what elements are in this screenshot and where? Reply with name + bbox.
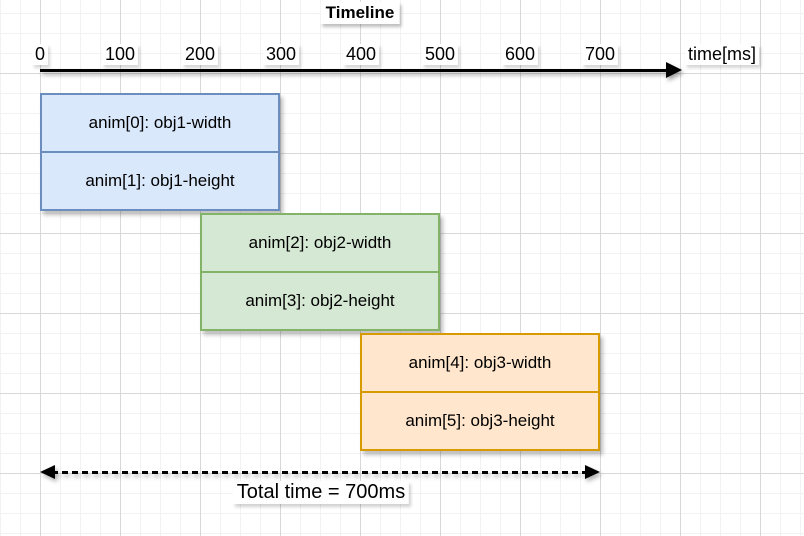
axis-tick-200: 200	[181, 44, 219, 65]
axis-tick-0: 0	[31, 44, 49, 65]
axis-tick-600: 600	[501, 44, 539, 65]
total-time-label: Total time = 700ms	[232, 481, 410, 504]
arrow-right-icon	[585, 465, 600, 479]
anim-bar-3: anim[3]: obj2-height	[200, 271, 440, 331]
axis-tick-300: 300	[262, 44, 300, 65]
anim-bar-4: anim[4]: obj3-width	[360, 333, 600, 393]
anim-bar-5: anim[5]: obj3-height	[360, 391, 600, 451]
anim-group-obj1: anim[0]: obj1-width anim[1]: obj1-height	[40, 93, 280, 211]
time-axis-line	[40, 69, 670, 72]
axis-tick-400: 400	[342, 44, 380, 65]
anim-bar-1: anim[1]: obj1-height	[40, 151, 280, 211]
anim-bar-2: anim[2]: obj2-width	[200, 213, 440, 273]
anim-bar-0: anim[0]: obj1-width	[40, 93, 280, 153]
anim-group-obj3: anim[4]: obj3-width anim[5]: obj3-height	[360, 333, 600, 451]
axis-arrowhead-icon	[666, 62, 682, 78]
axis-unit-label: time[ms]	[684, 44, 760, 65]
axis-tick-700: 700	[581, 44, 619, 65]
anim-group-obj2: anim[2]: obj2-width anim[3]: obj2-height	[200, 213, 440, 331]
total-duration-arrow	[40, 465, 600, 479]
axis-tick-100: 100	[101, 44, 139, 65]
arrow-left-icon	[40, 465, 55, 479]
diagram-title: Timeline	[320, 2, 400, 24]
axis-tick-500: 500	[421, 44, 459, 65]
dashed-line	[52, 471, 588, 474]
